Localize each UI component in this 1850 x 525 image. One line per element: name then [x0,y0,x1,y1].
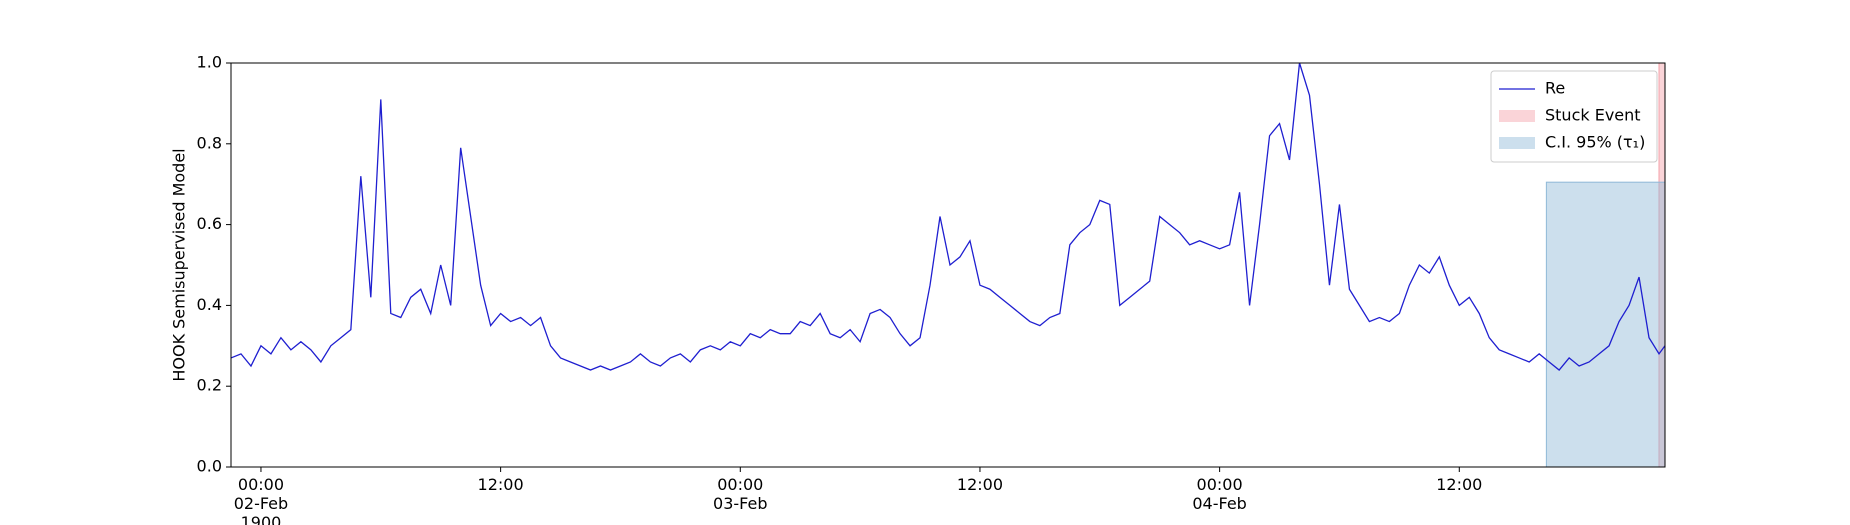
legend-label: Re [1545,79,1565,98]
x-tick-label: 12:00 [477,475,524,494]
y-tick-label: 1.0 [197,53,222,72]
x-tick-label: 12:00 [1436,475,1483,494]
legend-label: C.I. 95% (τ₁) [1545,133,1645,152]
x-tick-label: 12:00 [956,475,1003,494]
line [230,62,1666,371]
y-tick-label: 0.0 [197,457,222,476]
x-tick-label: 00:00 02-Feb 1900 [233,475,289,525]
plot-frame [230,62,1666,468]
legend-patch [1499,137,1535,149]
y-tick-label: 0.2 [197,376,222,395]
y-tick-label: 0.6 [197,214,222,233]
legend-box [1490,70,1658,163]
y-tick-label: 0.4 [197,295,222,314]
x-tick-label: 00:00 04-Feb [1192,475,1247,513]
legend-patch [1499,110,1535,122]
x-tick-label: 00:00 03-Feb [713,475,768,513]
legend-label: Stuck Event [1545,106,1641,125]
y-axis-label: HOOK Semisupervised Model [170,148,189,381]
y-tick-label: 0.8 [197,133,222,152]
